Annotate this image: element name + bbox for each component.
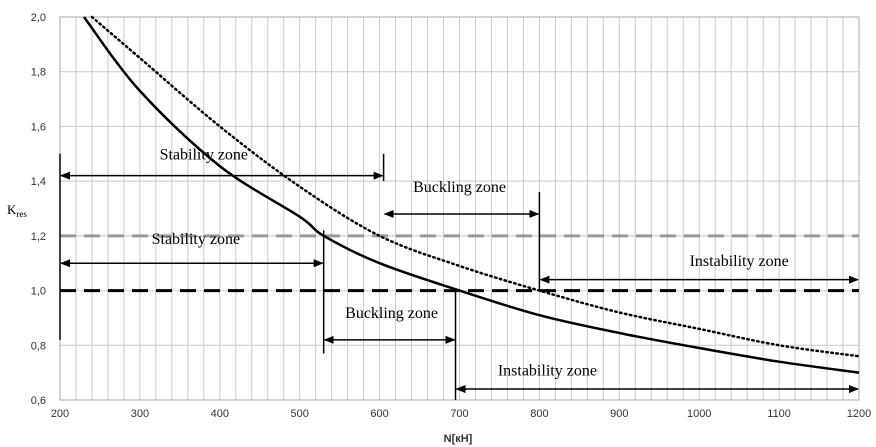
x-tick-label: 1100 xyxy=(767,408,791,420)
zone-markers xyxy=(59,153,541,400)
y-tick-label: 1,2 xyxy=(31,231,46,243)
zone-label: Instability zone xyxy=(498,362,597,379)
y-axis-ticks: 0,6 0,8 1,0 1,2 1,4 1,6 1,8 2,0 xyxy=(31,12,46,407)
curve-dotted xyxy=(90,15,861,358)
x-tick-label: 200 xyxy=(51,408,69,420)
x-tick-label: 1000 xyxy=(687,408,711,420)
y-tick-label: 0,6 xyxy=(31,395,46,407)
x-tick-label: 400 xyxy=(211,408,229,420)
series-group xyxy=(82,15,861,374)
x-tick-label: 500 xyxy=(291,408,309,420)
grid xyxy=(59,16,860,401)
x-tick-label: 900 xyxy=(610,408,628,420)
curve-solid xyxy=(82,16,860,374)
x-axis-title: N[кН] xyxy=(444,433,473,445)
y-axis-title-main: K xyxy=(7,202,17,217)
y-axis-title: Kres xyxy=(7,202,27,219)
zone-label: Buckling zone xyxy=(345,305,438,322)
x-tick-label: 800 xyxy=(530,408,548,420)
zone-label: Buckling zone xyxy=(413,179,506,196)
y-tick-label: 1,0 xyxy=(31,286,46,298)
x-tick-label: 600 xyxy=(370,408,388,420)
y-tick-label: 1,8 xyxy=(31,67,46,79)
x-tick-label: 1200 xyxy=(847,408,871,420)
zone-label: Instability zone xyxy=(690,253,789,270)
zone-label: Stability zone xyxy=(152,231,240,248)
x-tick-label: 700 xyxy=(450,408,468,420)
y-axis-title-sub: res xyxy=(16,209,27,219)
zone-label: Stability zone xyxy=(160,146,248,163)
y-tick-label: 1,6 xyxy=(31,121,46,133)
y-tick-label: 0,8 xyxy=(31,340,46,352)
y-tick-label: 1,4 xyxy=(31,176,46,188)
y-tick-label: 2,0 xyxy=(31,12,46,24)
zone-annotations: Stability zone Buckling zone Stability zon… xyxy=(60,146,859,394)
x-tick-label: 300 xyxy=(131,408,149,420)
x-axis-ticks: 200 300 400 500 600 700 800 900 1000 1100 1200 xyxy=(51,408,871,420)
